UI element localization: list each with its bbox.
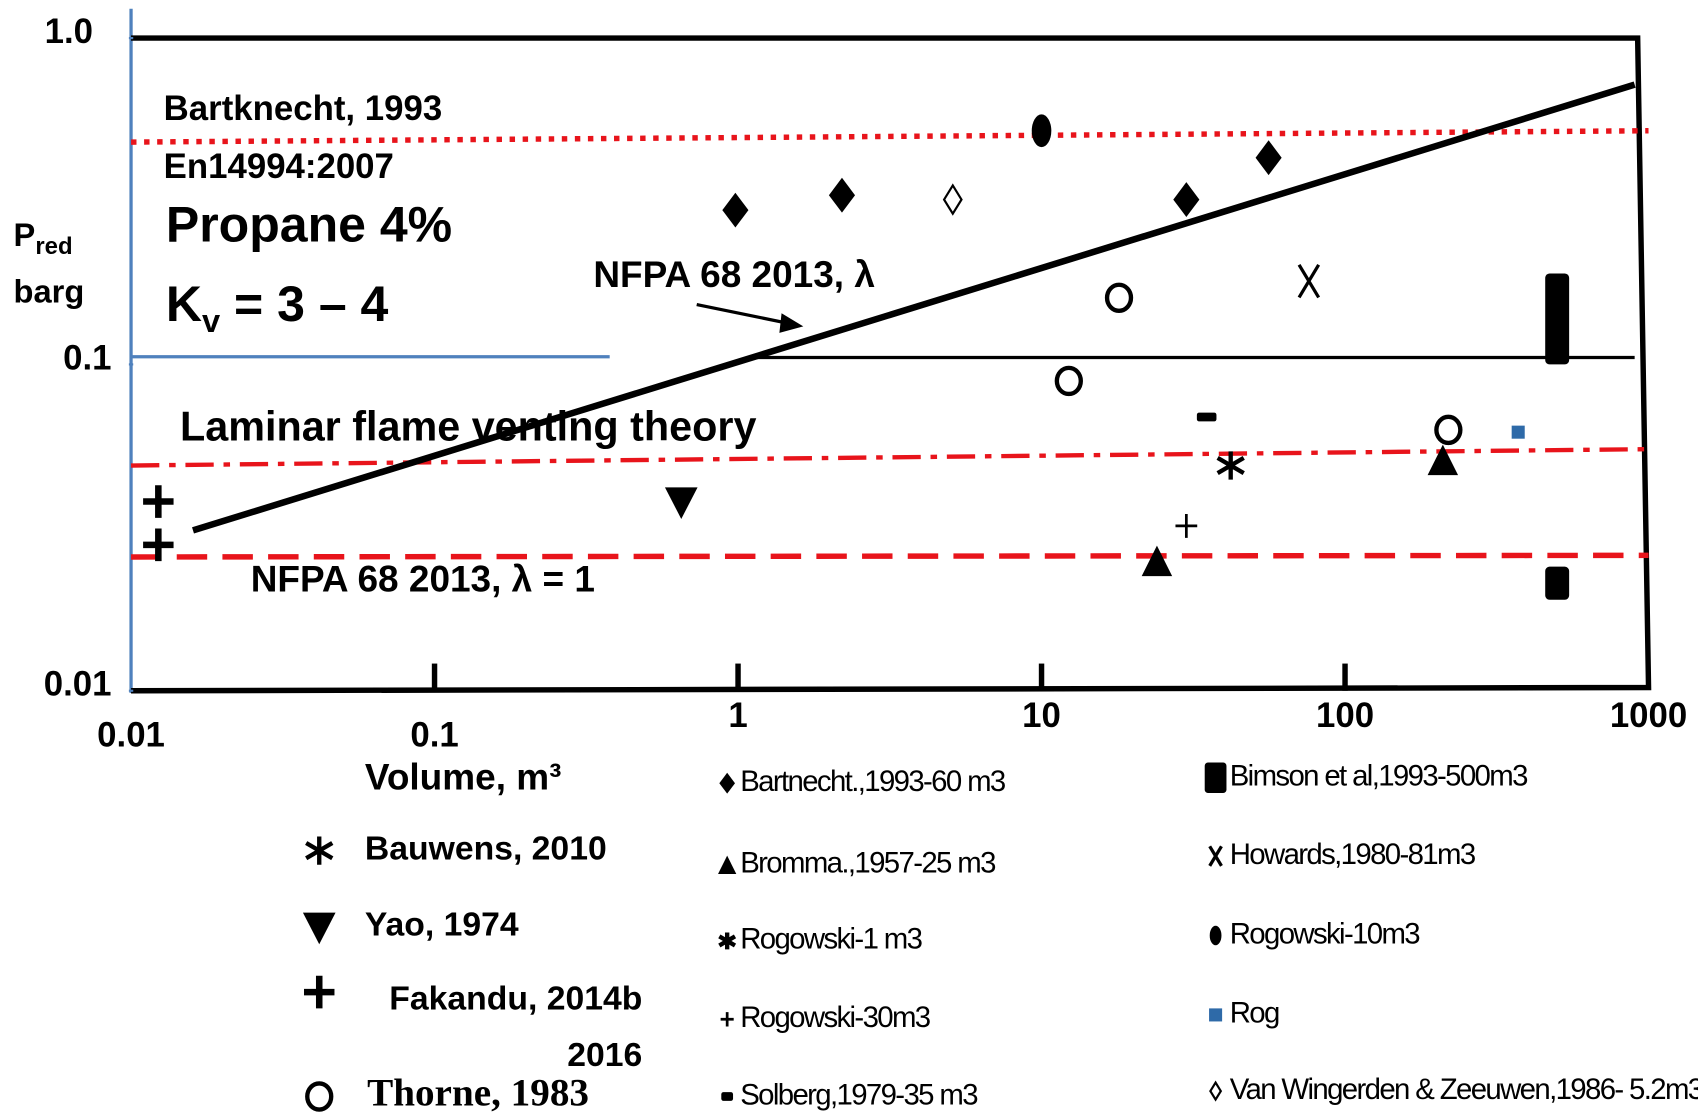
annotation-part: = 3 – 4 [220, 276, 388, 332]
marker [722, 192, 749, 228]
annotation: Propane 4% [166, 197, 452, 253]
legend-label: Rogowski-30m3 [740, 1001, 931, 1034]
marker [1511, 425, 1525, 439]
marker [1175, 513, 1198, 538]
y-tick-label: 0.01 [44, 665, 112, 704]
y-axis-unit: barg [14, 272, 85, 309]
x-tick-label: 0.1 [410, 716, 458, 755]
annotation-arrow [779, 313, 804, 333]
legend-label: Yao, 1974 [365, 906, 519, 944]
x-axis-label: Volume, m³ [365, 757, 562, 798]
annotation-part: K [166, 276, 202, 332]
marker [1297, 263, 1321, 299]
legend-label: Rogowski-1 m3 [740, 923, 922, 956]
marker [305, 1081, 334, 1112]
legend-label: Solberg,1979-35 m3 [740, 1078, 978, 1111]
legend-label: Howards,1980-81m3 [1230, 838, 1476, 871]
marker [1209, 925, 1222, 946]
legend-label: Thorne, 1983 [367, 1071, 589, 1114]
legend-label: Rog [1230, 997, 1279, 1030]
annotation-part: v [202, 302, 220, 339]
marker [143, 528, 174, 562]
marker [1208, 845, 1223, 867]
x-tick-label: 100 [1316, 696, 1374, 735]
y-axis-label: Pred [14, 216, 73, 261]
legend-label: Bimson et al,1993-500m3 [1230, 760, 1528, 793]
marker [828, 177, 856, 213]
marker [1255, 140, 1282, 176]
marker [1545, 566, 1570, 600]
y-label-main: P [14, 216, 36, 253]
marker [1434, 414, 1463, 446]
legend-label: Bartnecht.,1993-60 m3 [740, 765, 1006, 798]
y-tick-label: 1.0 [45, 12, 93, 51]
marker [1054, 365, 1083, 397]
marker [304, 975, 335, 1009]
legend-label: Bromma.,1957-25 m3 [740, 847, 996, 880]
marker [305, 836, 334, 865]
x-tick-label: 0.01 [97, 716, 165, 755]
annotation: Bartknecht, 1993 [164, 89, 443, 128]
marker [1209, 1008, 1223, 1022]
y-tick-label: 0.1 [63, 338, 111, 377]
plot-frame [131, 35, 1652, 694]
marker [1196, 412, 1217, 422]
marker [1204, 762, 1227, 794]
marker [721, 1092, 734, 1101]
marker [1141, 545, 1173, 577]
reference-line [131, 446, 1649, 468]
annotation: NFPA 68 2013, λ = 1 [251, 559, 595, 600]
marker [302, 912, 336, 945]
legend-label: Van Wingerden & Zeeuwen,1986- 5.2m3 [1230, 1073, 1698, 1106]
marker [1545, 273, 1570, 365]
marker [719, 772, 735, 794]
marker [664, 487, 698, 519]
marker [1216, 451, 1245, 480]
marker [1031, 114, 1052, 148]
x-tick-label: 10 [1022, 696, 1061, 735]
annotation-arrow [696, 302, 793, 326]
legend-label-box: Fakandu, 2014b 2016 [389, 979, 643, 1074]
annotation: En14994:2007 [164, 147, 394, 186]
marker [1209, 1080, 1223, 1102]
legend-label: Rogowski-10m3 [1230, 917, 1421, 950]
legend-label: Fakandu, 2014b 2016 [389, 979, 643, 1074]
marker [720, 1012, 734, 1027]
marker [718, 932, 737, 950]
annotation: Kv = 3 – 4 [166, 276, 389, 339]
reference-line [131, 552, 1649, 560]
x-tick-label: 1000 [1610, 696, 1687, 735]
y-label-sub: red [35, 233, 72, 260]
annotation: NFPA 68 2013, λ [593, 254, 875, 295]
x-tick-label: 1 [728, 696, 747, 735]
reference-line [131, 128, 1649, 145]
marker [1427, 444, 1459, 476]
marker [942, 183, 963, 216]
marker [1173, 182, 1200, 217]
marker [1104, 282, 1134, 314]
marker [718, 855, 737, 874]
legend-label: Bauwens, 2010 [365, 830, 607, 868]
marker [143, 485, 174, 518]
reference-line [192, 81, 1636, 534]
